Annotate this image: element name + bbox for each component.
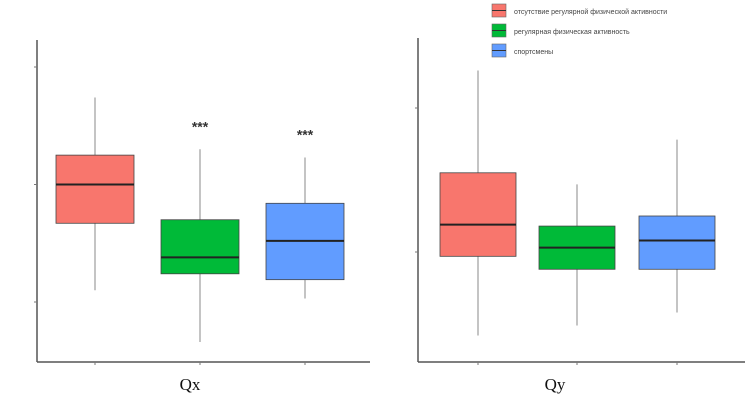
legend-item: регулярная физическая активность xyxy=(491,23,630,38)
panel-Qy: Qy xyxy=(415,38,745,394)
box-iqr xyxy=(638,215,716,270)
legend-label: отсутствие регулярной физической активно… xyxy=(514,8,667,16)
panel-Qx: *** *** Qx xyxy=(34,40,370,394)
box-iqr xyxy=(439,172,517,257)
panel-title: Qy xyxy=(545,375,566,394)
box-3: *** xyxy=(265,126,345,365)
legend-label: регулярная физическая активность xyxy=(514,29,630,36)
box-2 xyxy=(538,184,616,365)
significance-label: *** xyxy=(297,126,314,142)
legend-item: спортсмены xyxy=(491,43,553,58)
panel-title: Qx xyxy=(180,375,201,394)
box-1 xyxy=(439,70,517,365)
legend: отсутствие регулярной физической активно… xyxy=(491,3,667,58)
box-iqr xyxy=(55,154,135,224)
box-1 xyxy=(55,97,135,365)
box-2: *** xyxy=(160,118,240,365)
box-3 xyxy=(638,139,716,365)
box-iqr xyxy=(160,219,240,275)
legend-item: отсутствие регулярной физической активно… xyxy=(491,3,667,18)
legend-label: спортсмены xyxy=(514,49,553,56)
significance-label: *** xyxy=(192,118,209,134)
